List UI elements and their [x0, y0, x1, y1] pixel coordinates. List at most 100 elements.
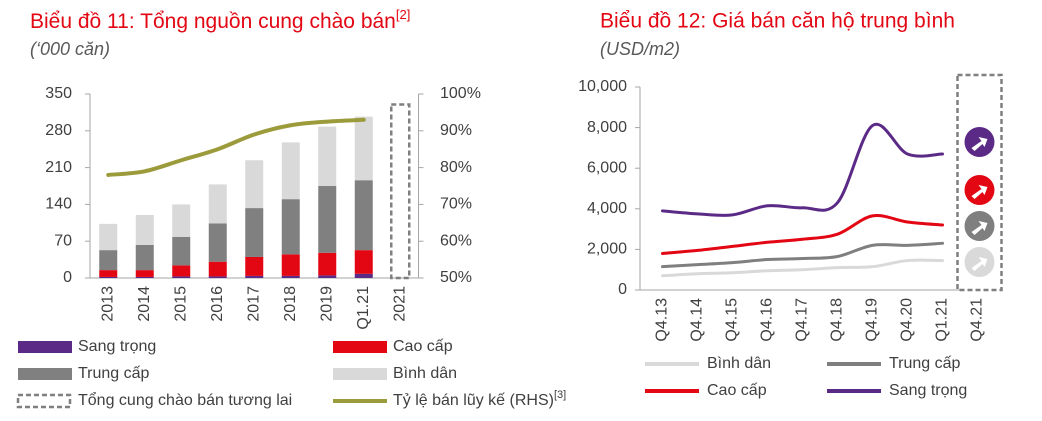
y-tick-label: 10,000	[578, 78, 627, 95]
legend-label: Sang trọng	[889, 382, 967, 399]
title-text: Biểu đồ 11: Tổng nguồn cung chào bán	[30, 10, 396, 33]
y-tick-label: 4,000	[587, 200, 627, 217]
legend-text: Bình dân	[707, 355, 771, 372]
legend-swatch	[18, 368, 72, 380]
legend-swatch	[16, 393, 72, 409]
legend-text: Cao cấp	[393, 338, 453, 355]
bar	[354, 180, 373, 251]
bar	[318, 126, 337, 186]
chart-title: Biểu đồ 12: Giá bán căn hộ trung bình	[600, 10, 955, 33]
y-tick-label: 280	[45, 122, 72, 139]
x-tick-label: Q1.21	[355, 286, 372, 330]
legend-text: Tổng cung chào bán tương lai	[78, 391, 292, 409]
legend-label: Cao cấp	[393, 338, 453, 355]
bar	[99, 270, 118, 277]
x-tick-label: Q4.19	[864, 298, 881, 342]
chart-title: Biểu đồ 11: Tổng nguồn cung chào bán[2]	[30, 7, 410, 32]
x-tick-label: 2019	[318, 286, 335, 322]
legend-text: Sang trọng	[889, 382, 967, 399]
forecast-arrow	[971, 185, 988, 199]
bar	[172, 276, 191, 278]
legend-swatch	[18, 341, 72, 353]
legend-swatch	[333, 341, 387, 353]
y-tick-label: 6,000	[587, 159, 627, 176]
x-tick-label: Q4.21	[969, 298, 986, 342]
x-tick-label: Q4.14	[689, 298, 706, 342]
x-tick-label: Q4.16	[759, 298, 776, 342]
y-tick-label: 140	[45, 196, 72, 213]
bar	[172, 265, 191, 277]
bar	[208, 223, 227, 262]
bar	[318, 186, 337, 253]
forecast-arrow	[971, 257, 988, 271]
y-tick-label: 70	[54, 232, 72, 249]
x-tick-label: 2015	[172, 286, 189, 322]
bar	[245, 208, 264, 257]
bar	[99, 223, 118, 251]
bar	[245, 160, 264, 209]
forecast-icon	[964, 211, 995, 241]
x-tick-label: Q4.18	[829, 298, 846, 342]
forecast-arrow	[971, 137, 988, 151]
x-tick-label: Q4.20	[899, 298, 916, 342]
title-superscript: [2]	[396, 7, 410, 22]
forecast-arrow	[971, 221, 988, 235]
x-tick-label: 2018	[282, 286, 299, 322]
y2-tick-label: 80%	[440, 159, 472, 176]
y-tick-label: 0	[63, 269, 72, 286]
y2-tick-label: 50%	[440, 269, 472, 286]
bar	[99, 250, 118, 271]
legend-label: Trung cấp	[78, 365, 150, 382]
y2-tick-label: 90%	[440, 122, 472, 139]
bar	[318, 252, 337, 276]
y-tick-label: 0	[618, 281, 627, 298]
legend-text: Cao cấp	[707, 382, 767, 399]
legend-text: Trung cấp	[889, 355, 961, 372]
bar	[281, 199, 300, 255]
y-tick-label: 2,000	[587, 241, 627, 258]
legend-text: Bình dân	[393, 365, 457, 382]
legend-label: Tỷ lệ bán lũy kế (RHS)[3]	[393, 389, 566, 409]
y2-tick-label: 70%	[440, 196, 472, 213]
bar	[245, 256, 264, 276]
legend-text: Tỷ lệ bán lũy kế (RHS)	[393, 392, 554, 409]
forecast-box	[956, 73, 1003, 292]
x-tick-label: Q4.15	[724, 298, 741, 342]
legend-swatch	[333, 368, 387, 380]
bar	[172, 204, 191, 237]
bar	[208, 184, 227, 224]
legend-label: Sang trọng	[78, 338, 156, 355]
x-tick-label: Q1.21	[934, 298, 951, 342]
bar	[135, 244, 154, 271]
y2-tick-label: 60%	[440, 232, 472, 249]
x-tick-label: 2021	[391, 286, 408, 322]
x-tick-label: 2014	[136, 286, 153, 322]
chart-subtitle: (USD/m2)	[600, 39, 680, 59]
y-tick-label: 210	[45, 159, 72, 176]
bar	[135, 276, 154, 278]
bar	[208, 261, 227, 277]
legend-label: Cao cấp	[707, 382, 767, 399]
legend-label: Bình dân	[393, 365, 457, 382]
line	[661, 258, 944, 278]
x-tick-label: 2016	[209, 286, 226, 322]
bar	[354, 116, 373, 181]
future-bar	[390, 103, 411, 280]
legend-label: Tổng cung chào bán tương lai	[78, 391, 292, 409]
bar	[281, 254, 300, 276]
bar	[354, 273, 373, 278]
bar	[172, 236, 191, 266]
y2-tick-label: 100%	[440, 85, 481, 102]
line	[106, 117, 366, 177]
legend-text: Sang trọng	[78, 338, 156, 355]
bar	[135, 270, 154, 277]
bar	[99, 276, 118, 278]
bar	[354, 250, 373, 274]
x-tick-label: 2017	[245, 286, 262, 322]
legend-label: Trung cấp	[889, 355, 961, 372]
bar	[135, 214, 154, 245]
x-tick-label: Q4.13	[654, 298, 671, 342]
chart-subtitle: (‘000 căn)	[30, 39, 110, 59]
legend-text: Trung cấp	[78, 365, 150, 382]
forecast-icon	[964, 247, 995, 277]
